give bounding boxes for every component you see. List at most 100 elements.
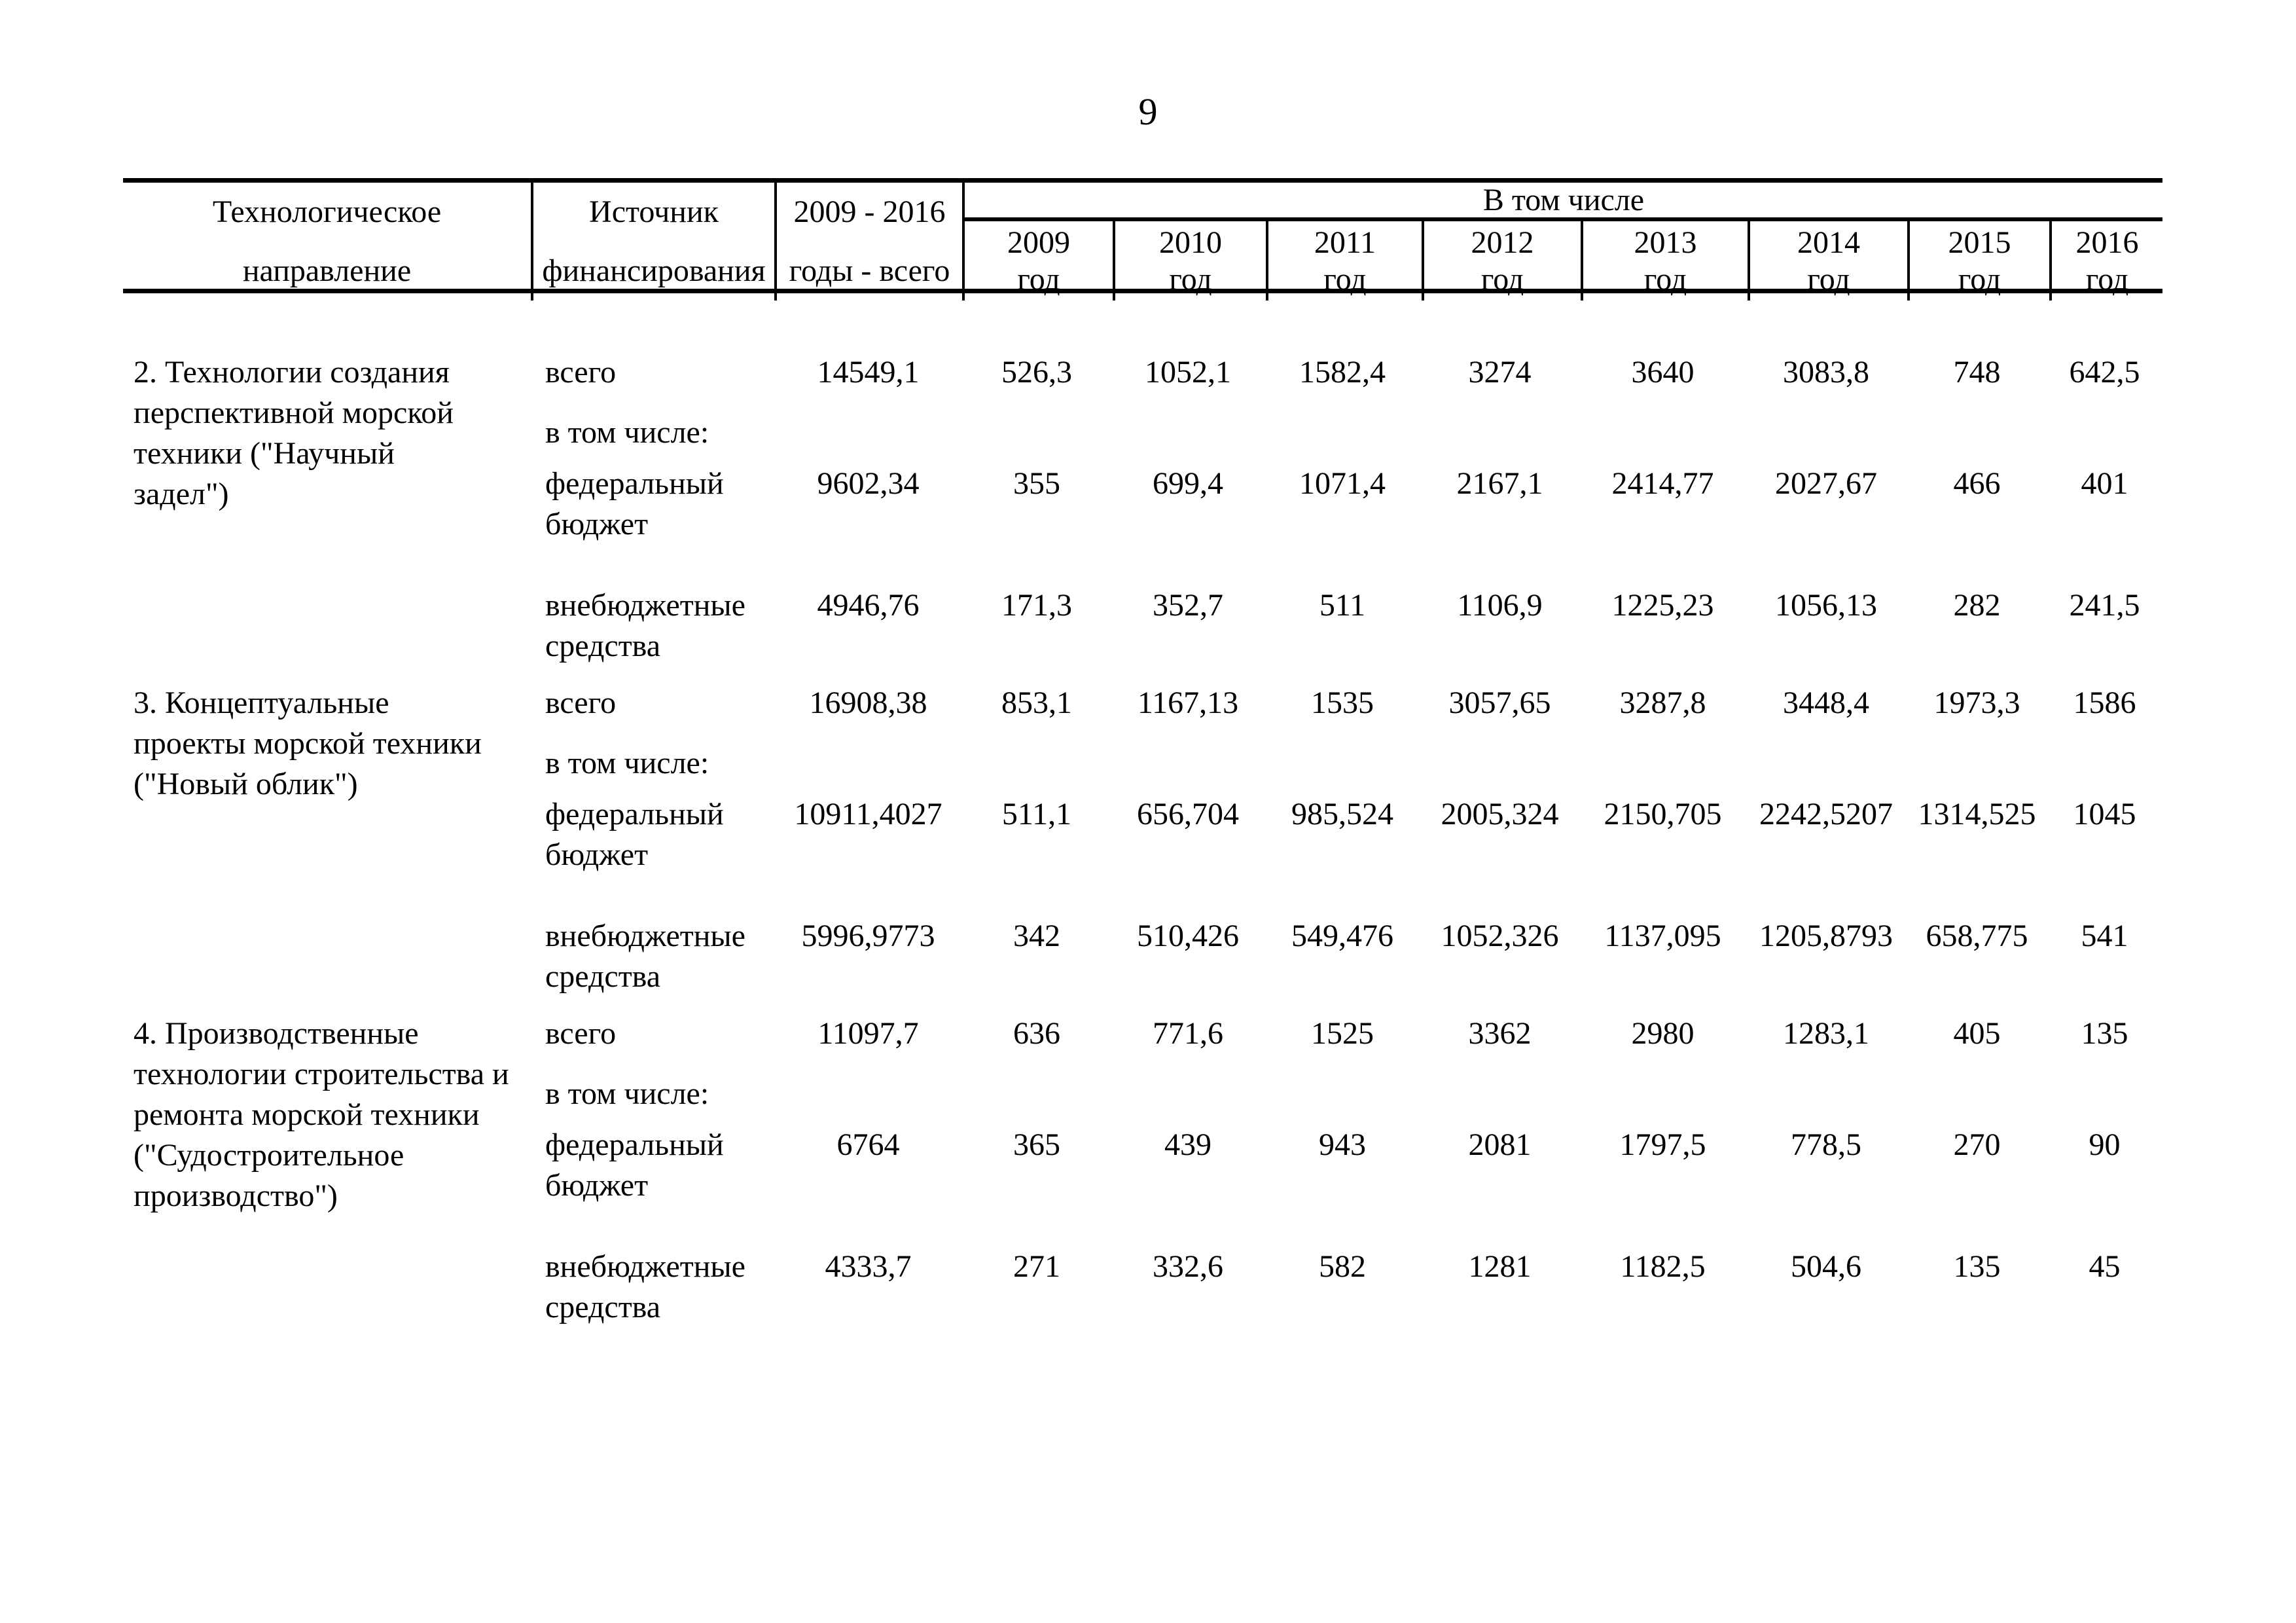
value-cell: 4333,7 [825, 1249, 912, 1284]
value-cell: 699,4 [1153, 466, 1223, 501]
direction-name: 3. Концептуальные проекты морской техник… [134, 685, 482, 801]
header-total: 2009 - 2016 годы - всего [774, 183, 962, 301]
direction-name: 4. Производственные технологии строитель… [134, 1016, 509, 1213]
value-cell: 656,704 [1137, 797, 1239, 831]
value-cell: 3274 [1468, 355, 1532, 390]
value-cell: 658,775 [1926, 919, 2028, 953]
value-cell: 2027,67 [1775, 466, 1877, 501]
table-header: Технологическое направление Источник фин… [123, 178, 2162, 301]
value-cell: 5996,9773 [801, 919, 935, 953]
value-cell: 10911,4027 [794, 797, 942, 831]
row-federal: федеральный бюджет 10911,4027 511,1 656,… [123, 794, 2162, 875]
value-cell: 271 [1013, 1249, 1060, 1284]
header-year-2010: 2010 год [1113, 221, 1266, 301]
header-year-2011: 2011 год [1266, 221, 1422, 301]
value-cell: 1797,5 [1619, 1127, 1706, 1162]
value-cell: 2980 [1631, 1016, 1695, 1051]
value-cell: 1106,9 [1457, 588, 1543, 623]
header-year-2014: 2014 год [1748, 221, 1907, 301]
source-label: федеральный бюджет [545, 797, 724, 872]
value-cell: 1525 [1311, 1016, 1374, 1051]
value-cell: 3362 [1468, 1016, 1532, 1051]
value-cell: 352,7 [1153, 588, 1223, 623]
value-cell: 4946,76 [817, 588, 920, 623]
source-label: внебюджетные средства [545, 588, 745, 663]
value-cell: 2167,1 [1456, 466, 1543, 501]
value-cell: 9602,34 [817, 466, 920, 501]
value-cell: 1056,13 [1775, 588, 1877, 623]
source-label: федеральный бюджет [545, 466, 724, 541]
value-cell: 466 [1953, 466, 2001, 501]
row-group-concept: 3. Концептуальные проекты морской техник… [123, 683, 2162, 997]
direction-name: 2. Технологии создания перспективной мор… [134, 355, 454, 511]
value-cell: 2242,5207 [1759, 797, 1893, 831]
value-cell: 582 [1319, 1249, 1366, 1284]
value-cell: 2005,324 [1441, 797, 1559, 831]
value-cell: 439 [1164, 1127, 1211, 1162]
value-cell: 943 [1319, 1127, 1366, 1162]
value-cell: 1973,3 [1933, 685, 2020, 720]
value-cell: 3640 [1631, 355, 1695, 390]
value-cell: 1167,13 [1137, 685, 1239, 720]
value-cell: 11097,7 [817, 1016, 919, 1051]
value-cell: 90 [2089, 1127, 2121, 1162]
row-federal: федеральный бюджет 9602,34 355 699,4 107… [123, 464, 2162, 545]
value-cell: 355 [1013, 466, 1060, 501]
value-cell: 1586 [2073, 685, 2136, 720]
header-direction: Технологическое направление [212, 194, 442, 288]
value-cell: 6764 [836, 1127, 900, 1162]
value-cell: 1225,23 [1611, 588, 1714, 623]
row-including: в том числе: [123, 743, 2162, 784]
header-source: Источник финансирования [531, 183, 774, 301]
value-cell: 1535 [1311, 685, 1374, 720]
page-number: 9 [1138, 90, 1158, 133]
value-cell: 549,476 [1291, 919, 1393, 953]
value-cell: 511,1 [1001, 797, 1072, 831]
value-cell: 1283,1 [1783, 1016, 1869, 1051]
header-year-2015: 2015 год [1907, 221, 2049, 301]
row-total: всего 16908,38 853,1 1167,13 1535 3057,6… [123, 683, 2162, 723]
header-years-row: 2009 год 2010 год 2011 год 2012 год 2013… [965, 221, 2162, 301]
value-cell: 342 [1013, 919, 1060, 953]
row-total: всего 11097,7 636 771,6 1525 3362 2980 1… [123, 1013, 2162, 1054]
value-cell: 16908,38 [809, 685, 927, 720]
source-label: всего [545, 685, 617, 720]
value-cell: 1182,5 [1620, 1249, 1706, 1284]
value-cell: 636 [1013, 1016, 1060, 1051]
value-cell: 504,6 [1791, 1249, 1861, 1284]
row-group-science: 2. Технологии создания перспективной мор… [123, 352, 2162, 666]
header-year-2012: 2012 год [1422, 221, 1581, 301]
value-cell: 1137,095 [1604, 919, 1721, 953]
value-cell: 1314,525 [1918, 797, 2036, 831]
source-label: федеральный бюджет [545, 1127, 724, 1203]
source-label: всего [545, 1016, 617, 1051]
value-cell: 365 [1013, 1127, 1060, 1162]
header-year-2016: 2016 год [2049, 221, 2162, 301]
header-year-2009: 2009 год [1007, 225, 1070, 297]
row-federal: федеральный бюджет 6764 365 439 943 2081… [123, 1125, 2162, 1206]
value-cell: 2150,705 [1604, 797, 1722, 831]
value-cell: 853,1 [1001, 685, 1072, 720]
value-cell: 332,6 [1153, 1249, 1223, 1284]
value-cell: 1045 [2073, 797, 2136, 831]
header-year-2013: 2013 год [1581, 221, 1748, 301]
value-cell: 3448,4 [1783, 685, 1869, 720]
source-label: в том числе: [545, 1076, 709, 1111]
value-cell: 1052,326 [1441, 919, 1559, 953]
value-cell: 3083,8 [1783, 355, 1869, 390]
source-label: внебюджетные средства [545, 919, 745, 994]
value-cell: 2414,77 [1611, 466, 1714, 501]
row-including: в том числе: [123, 1074, 2162, 1114]
value-cell: 1052,1 [1145, 355, 1231, 390]
source-label: в том числе: [545, 746, 709, 780]
row-total: всего 14549,1 526,3 1052,1 1582,4 3274 3… [123, 352, 2162, 393]
value-cell: 45 [2089, 1249, 2121, 1284]
value-cell: 526,3 [1001, 355, 1072, 390]
value-cell: 135 [2081, 1016, 2128, 1051]
value-cell: 771,6 [1153, 1016, 1223, 1051]
header-years-block: В том числе 2009 год 2010 год 2011 год 2… [962, 183, 2162, 301]
value-cell: 241,5 [2069, 588, 2140, 623]
row-extrabudget: внебюджетные средства 4333,7 271 332,6 5… [123, 1247, 2162, 1328]
source-label: внебюджетные средства [545, 1249, 745, 1324]
